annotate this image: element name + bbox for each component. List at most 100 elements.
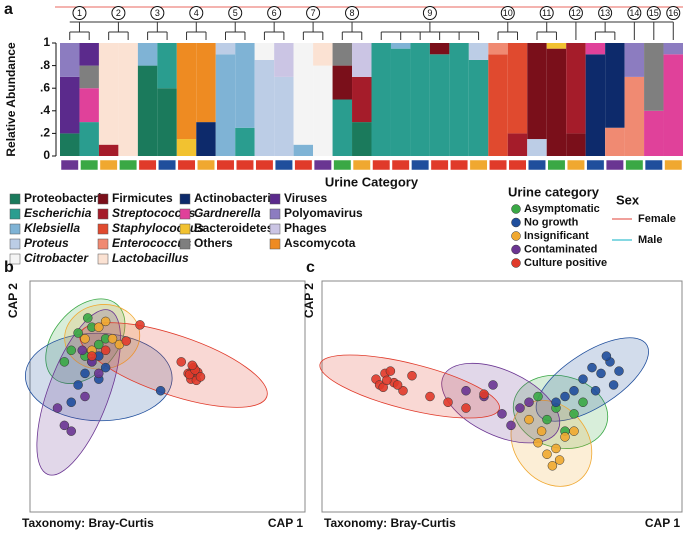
urine-category-cell: [372, 159, 391, 171]
urine-category-cell: [99, 159, 118, 171]
bar-segment: [176, 43, 197, 140]
urine-category-cell: [216, 159, 235, 171]
urine-category-cell: [605, 159, 624, 171]
urine-category-cell: [586, 159, 605, 171]
urine-category-cell: [177, 159, 196, 171]
point: [66, 397, 76, 408]
legend-label: Bacteroidetes: [194, 221, 274, 235]
urine-category-cell: [80, 159, 99, 171]
bar-segment: [566, 133, 586, 156]
urine-category-cell: [138, 159, 157, 171]
point: [80, 391, 90, 402]
cluster-badge: [666, 6, 681, 20]
y-tick-label: 0: [43, 148, 50, 162]
legend-label: Others: [194, 236, 233, 250]
bar-segment: [546, 43, 567, 49]
legend-marker: [511, 258, 521, 268]
bar-segment: [605, 127, 625, 156]
urine-category-cell: [352, 159, 371, 171]
cluster-label: 5: [233, 8, 238, 18]
point: [542, 414, 552, 425]
bar-segment: [468, 43, 489, 60]
legend-swatch: [269, 238, 281, 250]
panel-label: a: [4, 1, 13, 18]
confidence-ellipse: [36, 309, 121, 476]
point: [533, 391, 543, 402]
point: [587, 362, 597, 373]
y-tick-label: .4: [40, 103, 50, 117]
cluster-label: 9: [427, 8, 432, 18]
cluster-label: 13: [600, 8, 610, 18]
point: [94, 368, 104, 379]
bar-segment: [235, 43, 255, 128]
legend-label: Proteobacteria: [24, 191, 108, 205]
cluster-label: 16: [668, 8, 678, 18]
legend-label: Contaminated: [524, 243, 597, 255]
legend-swatch: [179, 238, 191, 250]
cluster-badge: [189, 6, 204, 20]
legend-title: Urine category: [508, 184, 600, 199]
bar-segment: [137, 43, 158, 66]
bar-segment: [546, 48, 567, 156]
bar-segment: [196, 43, 216, 123]
bar-segment: [215, 54, 236, 156]
bar-segment: [137, 65, 158, 156]
urine-category-cell: [469, 159, 488, 171]
legend-label: Escherichia: [24, 206, 92, 220]
legend-label: Proteus: [24, 236, 69, 250]
point: [83, 313, 93, 323]
bar-segment: [176, 139, 197, 156]
bar-segment: [429, 43, 450, 55]
bar-segment: [527, 43, 547, 140]
subtitle: Taxonomy: Bray-Curtis: [324, 516, 456, 530]
point: [578, 397, 588, 408]
point: [569, 385, 579, 396]
urine-category-cell: [294, 159, 313, 171]
urine-category-cell: [566, 159, 585, 171]
legend-label: Streptococcus: [112, 206, 196, 220]
legend-swatch: [179, 208, 191, 220]
bar-segment: [98, 43, 119, 145]
bar-segment: [332, 43, 353, 66]
point: [94, 339, 104, 350]
y-tick-label: .8: [40, 58, 50, 72]
bar-segment: [429, 54, 450, 156]
legend-swatch: [97, 238, 109, 250]
bar-segment: [196, 122, 216, 156]
urine-category-cell: [625, 159, 644, 171]
bar-segment: [585, 43, 606, 55]
point: [536, 426, 547, 436]
legend-swatch: [269, 223, 281, 235]
point: [461, 385, 471, 396]
bar-segment: [371, 43, 391, 156]
cluster-badge: [72, 6, 87, 20]
point: [100, 362, 111, 373]
point: [52, 403, 63, 413]
urine-category-cell: [547, 159, 566, 171]
point: [100, 345, 111, 356]
legend-swatch: [97, 253, 109, 265]
legend-label: Enterococcus: [112, 236, 192, 250]
bar-segment: [624, 76, 645, 156]
cluster-label: 2: [116, 8, 121, 18]
legend-label: Gardnerella: [194, 206, 261, 220]
urine-category-cell: [119, 159, 138, 171]
urine-category-cell: [197, 159, 215, 171]
legend-label: Citrobacter: [24, 251, 89, 265]
plot-frame: [29, 280, 306, 513]
legend-swatch: [97, 208, 109, 220]
legend-label: Firmicutes: [112, 191, 173, 205]
cluster-badge: [568, 6, 583, 20]
cluster-label: 8: [350, 8, 355, 18]
legend-label: Actinobacteria: [194, 191, 278, 205]
bar-segment: [352, 43, 372, 77]
legend-marker: [511, 204, 521, 214]
x-axis-label: Urine Category: [325, 174, 419, 189]
cluster-badge: [228, 6, 243, 20]
x-axis-label: CAP 1: [645, 516, 680, 530]
bar-segment: [332, 99, 353, 156]
point: [560, 432, 570, 442]
panel-label: c: [306, 259, 315, 276]
urine-category-cell: [528, 159, 546, 171]
point: [385, 366, 396, 376]
